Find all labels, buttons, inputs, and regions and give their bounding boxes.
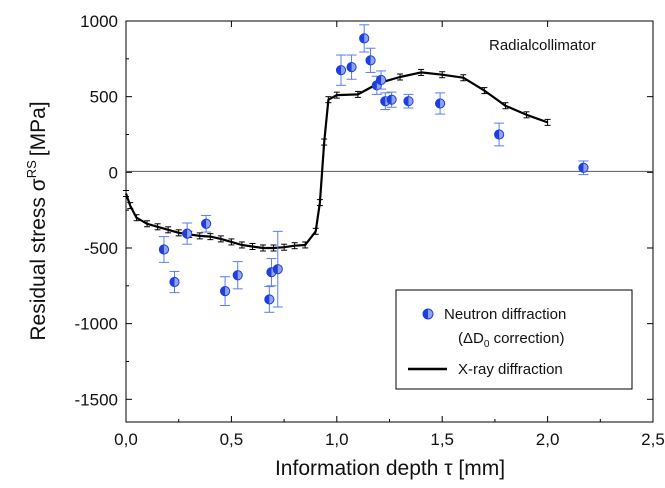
neutron-marker-half (372, 80, 377, 90)
neutron-point (434, 92, 446, 115)
legend-neutron-sublabel-pre: (ΔD (458, 330, 484, 347)
x-axis-label: Information depth τ [mm] (275, 457, 505, 480)
neutron-series (158, 24, 589, 313)
legend-neutron-sublabel: (ΔD0 correction) (458, 330, 564, 350)
neutron-marker-half (273, 264, 278, 274)
neutron-point (403, 93, 414, 109)
neutron-marker-half (201, 219, 207, 229)
y-tick-label: 0 (109, 163, 118, 182)
neutron-marker-half (387, 95, 392, 105)
neutron-marker-half (159, 244, 164, 255)
y-tick-label: 1000 (80, 12, 118, 31)
neutron-marker-half (233, 270, 238, 280)
neutron-point (335, 54, 347, 86)
x-axis-ticks: 0,0 0,5 1,0 1,5 2,0 2,5 (114, 21, 665, 449)
y-axis-label-sup: RS (24, 160, 39, 178)
neutron-point (359, 24, 370, 53)
neutron-marker-half (169, 277, 175, 287)
x-tick-label: 1,5 (430, 430, 454, 449)
neutron-point (201, 214, 212, 233)
neutron-point (578, 160, 589, 176)
neutron-point (264, 286, 275, 313)
legend-xray-label: X-ray diffraction (458, 361, 563, 378)
neutron-marker-half (380, 96, 386, 106)
legend-neutron-sublabel-post: correction) (489, 330, 564, 347)
neutron-point (494, 122, 505, 147)
neutron-point (182, 222, 193, 245)
y-axis-label-main: Residual stress σ (27, 178, 50, 340)
neutron-marker-half (336, 65, 342, 75)
neutron-point (232, 261, 243, 290)
neutron-point (346, 54, 357, 80)
neutron-point (219, 276, 231, 306)
y-tick-label: -500 (84, 239, 118, 258)
y-axis-label-unit: [MPa] (27, 101, 50, 156)
legend-neutron-marker (422, 308, 434, 320)
neutron-marker-half (376, 75, 382, 85)
xray-series (123, 68, 551, 252)
neutron-point (365, 47, 376, 73)
x-tick-label: 0,5 (220, 430, 244, 449)
x-tick-label: 2,5 (641, 430, 665, 449)
x-tick-label: 0,0 (114, 430, 138, 449)
y-axis-ticks: -1500 -1000 -500 0 500 1000 (75, 12, 653, 409)
neutron-marker-half (220, 286, 226, 296)
neutron-point (272, 230, 283, 308)
neutron-marker-half (365, 55, 371, 65)
neutron-marker-half (359, 33, 365, 44)
y-axis-label-group: Residual stress σRS [MPa] (24, 101, 50, 340)
xray-line (124, 71, 548, 250)
neutron-point (386, 91, 397, 108)
neutron-point (158, 236, 170, 263)
annotation-label: Radialcollimator (489, 37, 596, 54)
neutron-marker-half (403, 96, 409, 106)
x-tick-label: 2,0 (536, 430, 560, 449)
y-tick-label: -1500 (75, 390, 118, 409)
y-tick-label: -1000 (75, 315, 118, 334)
neutron-point (375, 70, 387, 90)
legend: Neutron diffraction (ΔD0 correction) X-r… (395, 289, 633, 390)
legend-neutron-label: Neutron diffraction (444, 306, 566, 323)
x-tick-label: 1,0 (325, 430, 349, 449)
y-tick-label: 500 (90, 88, 118, 107)
y-axis-label: Residual stress σRS [MPa] (24, 101, 50, 340)
neutron-marker-half (346, 62, 352, 72)
legend-box (395, 289, 633, 390)
neutron-marker-half (578, 163, 584, 173)
neutron-marker-half (494, 129, 500, 140)
neutron-marker-half (182, 229, 188, 239)
neutron-marker-half (435, 98, 441, 109)
neutron-marker-half (266, 267, 272, 277)
neutron-point (169, 270, 180, 294)
neutron-marker-half (264, 294, 270, 305)
legend-neutron-sublabel-sub: 0 (484, 339, 490, 350)
